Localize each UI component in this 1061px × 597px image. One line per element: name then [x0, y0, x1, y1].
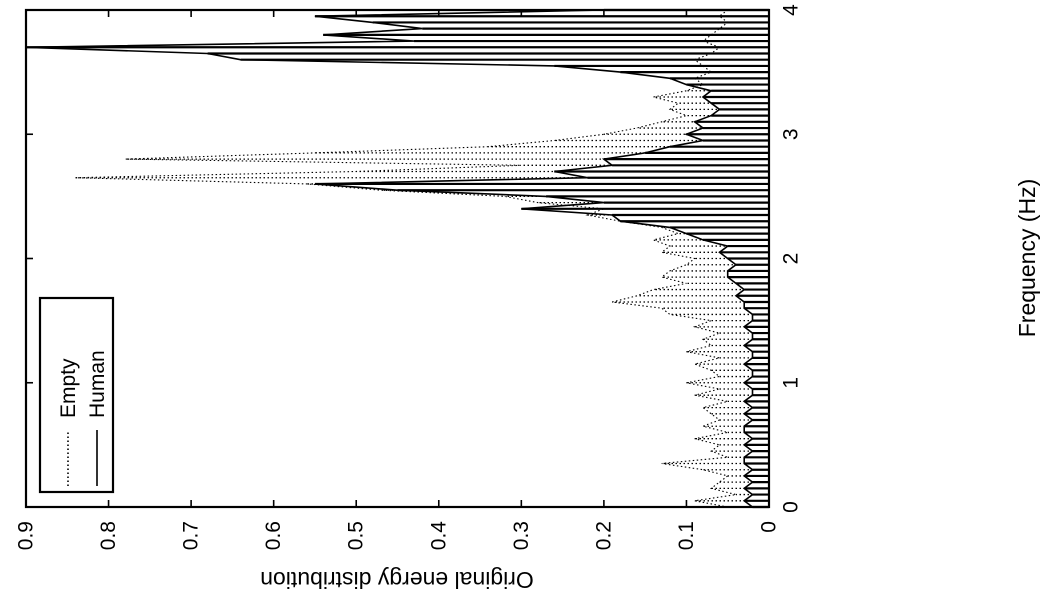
x-tick-label: 2: [780, 253, 803, 265]
y-tick-label: 0.2: [592, 521, 615, 550]
y-tick-label: 0.4: [427, 521, 450, 551]
y-tick-label: 0.5: [345, 521, 368, 550]
x-tick-label: 3: [780, 128, 803, 140]
x-axis-title: Frequency (Hz): [1014, 179, 1040, 337]
y-tick-label: 0.7: [180, 521, 203, 550]
legend-box: [38, 296, 115, 494]
x-tick-label: 4: [780, 4, 803, 16]
legend-label-empty: Empty: [57, 358, 80, 418]
series-line: [75, 9, 737, 508]
series-line: [25, 9, 754, 508]
x-tick-labels: 0 1 2 3 4: [780, 4, 803, 513]
series-layer: [25, 8, 769, 509]
y-tick-labels: 0 0.1 0.2 0.3 0.4 0.5 0.6 0.7 0.8 0.9: [15, 521, 781, 551]
y-tick-label: 0.8: [97, 521, 120, 550]
y-tick-label: 0.9: [15, 521, 38, 550]
y-axis-title: Original energy distribution: [260, 567, 534, 593]
series-human: [25, 8, 769, 509]
x-tick-label: 0: [780, 501, 803, 513]
y-tick-label: 0.6: [262, 521, 285, 550]
y-tick-label: 0: [758, 521, 781, 533]
x-tick-label: 1: [780, 377, 803, 389]
y-tick-label: 0.1: [675, 521, 698, 550]
plot-frame: [24, 8, 771, 509]
legend: Empty Human: [38, 296, 115, 494]
legend-label-human: Human: [86, 350, 109, 418]
y-tick-label: 0.3: [510, 521, 533, 550]
